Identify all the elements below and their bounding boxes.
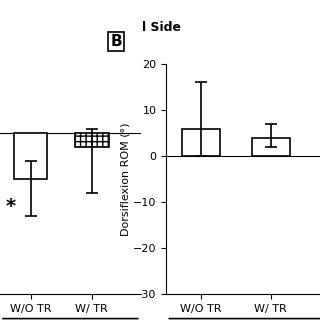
- Bar: [14, 133, 47, 179]
- Bar: [182, 129, 220, 156]
- Bar: [75, 133, 109, 147]
- Text: l Side: l Side: [142, 21, 181, 34]
- Text: *: *: [6, 197, 16, 216]
- Text: B: B: [110, 34, 122, 49]
- Bar: [252, 138, 290, 156]
- Y-axis label: Dorsiflexion ROM (°): Dorsiflexion ROM (°): [120, 123, 131, 236]
